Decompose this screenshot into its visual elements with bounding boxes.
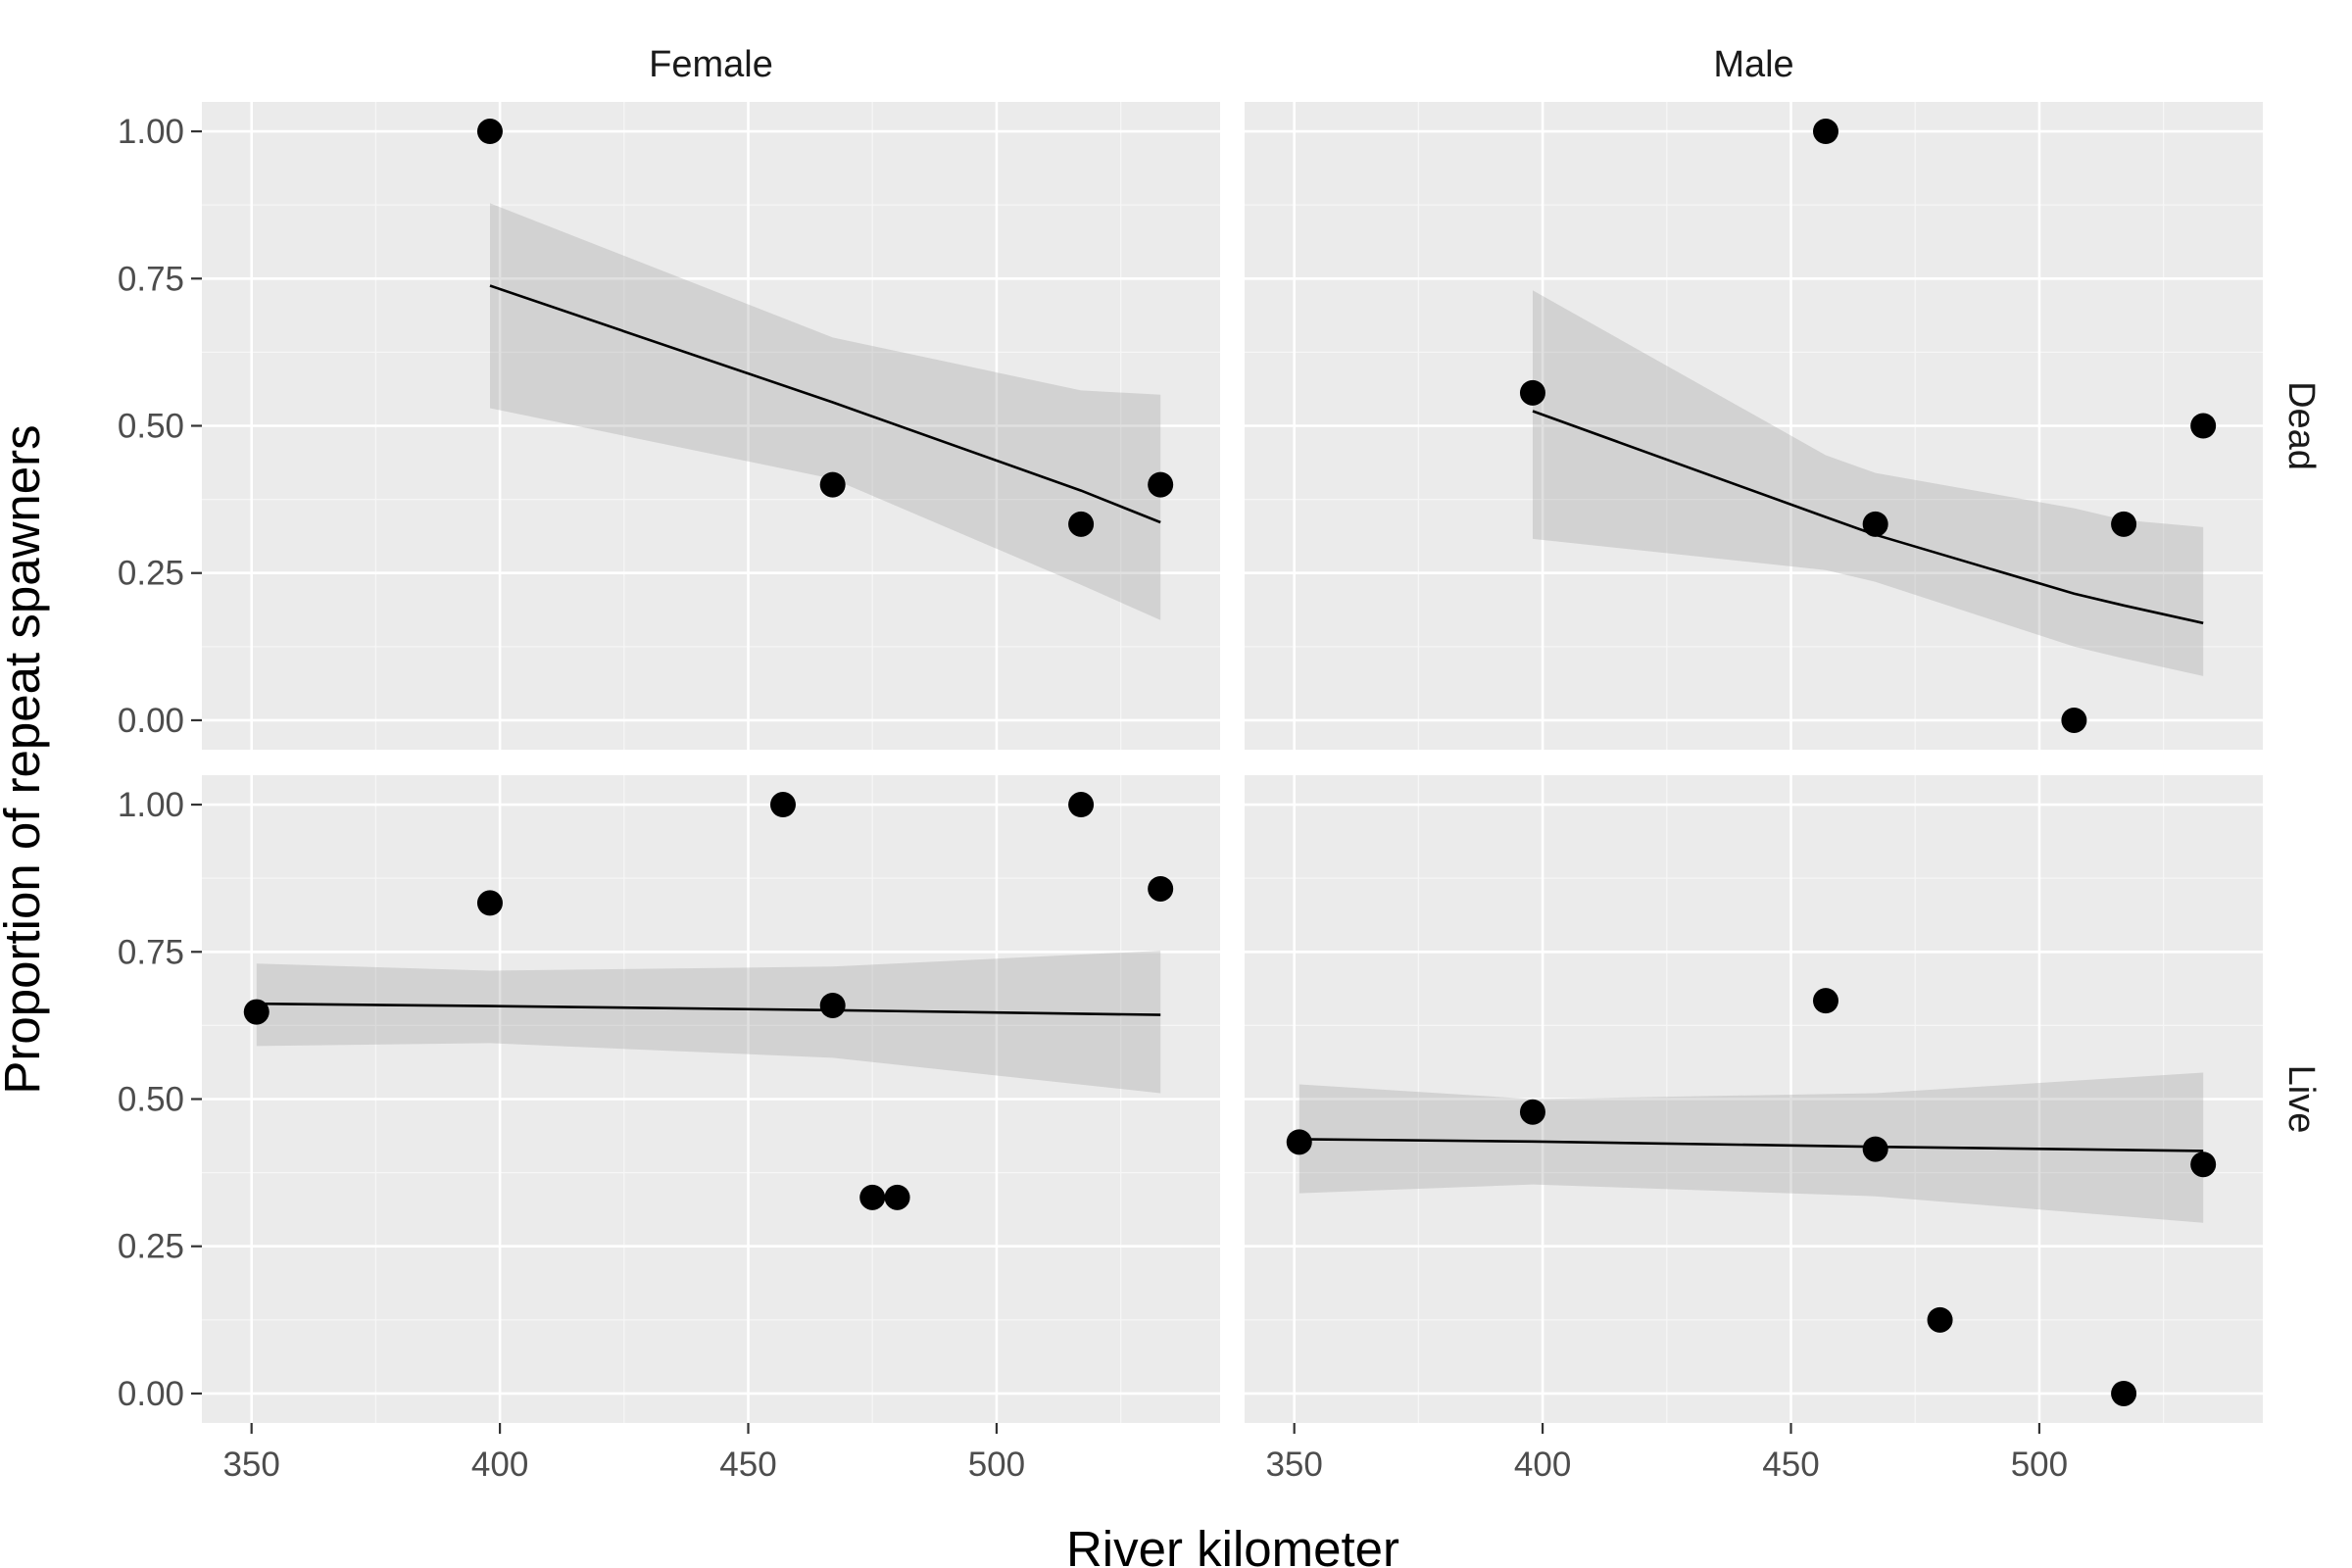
confidence-band xyxy=(1533,290,2204,676)
x-tick-label: 500 xyxy=(2011,1446,2068,1484)
data-point xyxy=(2190,1152,2217,1178)
data-point xyxy=(1148,471,1174,498)
data-point xyxy=(1812,119,1838,145)
y-tick-label: 0.25 xyxy=(118,555,184,593)
strip-label-dead: Dead xyxy=(2280,381,2322,470)
x-tick-label: 400 xyxy=(471,1446,528,1484)
data-point xyxy=(1862,511,1888,537)
y-tick-label: 0.00 xyxy=(118,1375,184,1413)
y-axis-title: Proportion of repeat spawners xyxy=(0,424,50,1094)
x-tick-label: 450 xyxy=(719,1446,776,1484)
panel-female-live xyxy=(202,775,1220,1423)
panels-layer xyxy=(202,102,2263,1423)
data-point xyxy=(859,1184,886,1210)
data-point xyxy=(2111,1380,2137,1406)
y-tick-label: 1.00 xyxy=(118,113,184,151)
data-point xyxy=(1519,379,1545,406)
y-tick-label: 0.50 xyxy=(118,408,184,446)
data-point xyxy=(1862,1136,1888,1162)
data-point xyxy=(1068,511,1095,537)
fit-line xyxy=(256,1002,1161,1016)
labels-layer: Female Male Dead Live 0.00 0.25 0.50 0.75 1.00 0.… xyxy=(118,44,2322,1484)
data-point xyxy=(1927,1306,1953,1333)
strip-label-female: Female xyxy=(649,44,773,85)
x-axis-title: River kilometer xyxy=(1066,1521,1399,1568)
y-tick-label: 0.75 xyxy=(118,933,184,971)
x-tick-label: 450 xyxy=(1762,1446,1819,1484)
y-tick-label: 0.00 xyxy=(118,702,184,740)
x-tick-label: 400 xyxy=(1514,1446,1571,1484)
x-tick-label: 350 xyxy=(1265,1446,1322,1484)
data-point xyxy=(769,792,796,818)
y-tick-label: 0.25 xyxy=(118,1228,184,1266)
data-point xyxy=(1286,1129,1312,1155)
confidence-band xyxy=(490,203,1161,620)
data-point xyxy=(1519,1099,1545,1125)
fit-line xyxy=(1532,410,2204,625)
data-point xyxy=(1068,792,1095,818)
data-point xyxy=(476,119,503,145)
data-point xyxy=(243,999,270,1025)
x-tick-label: 350 xyxy=(222,1446,279,1484)
data-point xyxy=(1148,875,1174,902)
data-point xyxy=(819,471,846,498)
y-tick-label: 1.00 xyxy=(118,786,184,824)
data-point xyxy=(2061,707,2087,733)
fit-line xyxy=(1298,1138,2204,1152)
panel-male-dead xyxy=(1245,102,2263,750)
y-tick-label: 0.50 xyxy=(118,1081,184,1119)
data-point xyxy=(884,1184,910,1210)
data-point xyxy=(2111,511,2137,537)
strip-label-live: Live xyxy=(2280,1065,2322,1134)
data-point xyxy=(819,992,846,1018)
data-point xyxy=(476,890,503,916)
data-point xyxy=(1812,988,1838,1014)
y-tick-label: 0.75 xyxy=(118,260,184,298)
data-point xyxy=(2190,413,2217,439)
confidence-band xyxy=(256,951,1161,1094)
fit-line xyxy=(489,284,1161,524)
panel-female-dead xyxy=(202,102,1220,750)
strip-label-male: Male xyxy=(1713,44,1793,85)
panel-male-live xyxy=(1245,775,2263,1423)
x-tick-label: 500 xyxy=(968,1446,1025,1484)
